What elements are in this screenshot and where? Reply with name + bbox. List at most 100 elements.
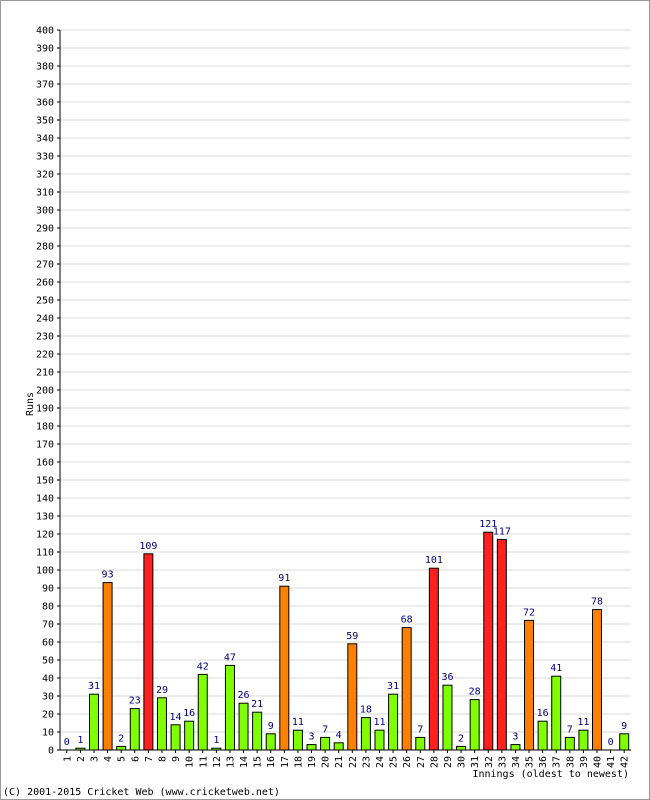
bar xyxy=(333,742,344,751)
y-tick-label: 340 xyxy=(36,134,54,145)
x-tick-label: 10 xyxy=(185,756,196,768)
bar xyxy=(143,553,154,751)
data-label: 16 xyxy=(537,708,549,719)
data-label: 101 xyxy=(425,555,443,566)
x-axis-title: Innings (oldest to newest) xyxy=(472,769,629,780)
y-tick-label: 400 xyxy=(36,26,54,37)
x-tick-label: 20 xyxy=(321,756,332,768)
y-tick-label: 270 xyxy=(36,260,54,271)
bar xyxy=(252,711,263,751)
data-label: 68 xyxy=(401,615,413,626)
bar xyxy=(156,697,167,751)
data-label: 29 xyxy=(156,685,168,696)
x-tick-label: 21 xyxy=(334,756,345,768)
y-tick-label: 110 xyxy=(36,548,54,559)
bar xyxy=(116,745,127,751)
y-tick-label: 130 xyxy=(36,512,54,523)
bar xyxy=(428,567,439,751)
y-tick-label: 280 xyxy=(36,242,54,253)
bar xyxy=(102,582,113,751)
y-tick-label: 140 xyxy=(36,494,54,505)
data-label: 3 xyxy=(512,732,518,743)
x-tick-label: 39 xyxy=(579,756,590,768)
x-tick-label: 1 xyxy=(62,756,73,762)
data-label: 9 xyxy=(268,721,274,732)
x-tick-label: 23 xyxy=(361,756,372,768)
x-tick-label: 35 xyxy=(525,756,536,768)
x-tick-label: 42 xyxy=(620,756,631,768)
bars xyxy=(75,531,630,751)
x-tick-label: 3 xyxy=(89,756,100,762)
x-tick-label: 22 xyxy=(348,756,359,768)
y-tick-label: 290 xyxy=(36,224,54,235)
bar xyxy=(320,736,331,751)
data-label: 26 xyxy=(238,690,250,701)
bar xyxy=(592,609,603,751)
data-label: 0 xyxy=(608,737,614,748)
bar xyxy=(551,675,562,751)
y-axis-title: Runs xyxy=(25,392,36,416)
x-tick-label: 24 xyxy=(375,756,386,768)
data-label: 117 xyxy=(493,526,511,537)
y-tick-label: 230 xyxy=(36,332,54,343)
y-tick-label: 20 xyxy=(42,710,54,721)
y-tick-label: 40 xyxy=(42,674,54,685)
x-tick-label: 13 xyxy=(225,756,236,768)
bar xyxy=(129,708,140,751)
data-label: 93 xyxy=(102,570,114,581)
x-tick-label: 11 xyxy=(198,756,209,768)
y-tick-label: 260 xyxy=(36,278,54,289)
bar xyxy=(619,733,630,751)
x-tick-label: 40 xyxy=(593,756,604,768)
y-tick-label: 330 xyxy=(36,152,54,163)
y-tick-label: 320 xyxy=(36,170,54,181)
y-tick-label: 300 xyxy=(36,206,54,217)
x-tick-label: 5 xyxy=(117,756,128,762)
data-label: 41 xyxy=(550,663,562,674)
y-tick-label: 350 xyxy=(36,116,54,127)
data-label: 11 xyxy=(373,717,385,728)
y-tick-label: 360 xyxy=(36,98,54,109)
y-tick-label: 90 xyxy=(42,584,54,595)
bar xyxy=(537,720,548,751)
bar xyxy=(347,643,358,751)
x-tick-label: 37 xyxy=(552,756,563,768)
y-tick-label: 120 xyxy=(36,530,54,541)
x-tick-label: 29 xyxy=(443,756,454,768)
x-axis-ticks: 1 2 3 4 5 6 7 8 9 10 11 12 13 14 15 16 17 18 19 20 21 22 23 24 2… xyxy=(62,750,631,768)
y-tick-label: 220 xyxy=(36,350,54,361)
x-tick-label: 6 xyxy=(130,756,141,762)
x-tick-label: 14 xyxy=(239,756,250,768)
bar xyxy=(415,736,426,751)
data-label: 78 xyxy=(591,597,603,608)
y-axis-ticks: 0 10 20 30 40 50 60 70 80 90 100 110 120 130 140 150 160… xyxy=(36,26,60,757)
data-label: 72 xyxy=(523,607,535,618)
y-tick-label: 190 xyxy=(36,404,54,415)
x-tick-label: 7 xyxy=(144,756,155,762)
bar xyxy=(88,693,99,751)
data-label: 91 xyxy=(278,573,290,584)
y-tick-label: 10 xyxy=(42,728,54,739)
y-tick-label: 390 xyxy=(36,44,54,55)
data-label: 18 xyxy=(360,705,372,716)
bar xyxy=(510,744,521,751)
bar xyxy=(483,531,494,751)
x-tick-label: 26 xyxy=(402,756,413,768)
bar xyxy=(279,585,290,751)
x-tick-label: 19 xyxy=(307,756,318,768)
data-label: 1 xyxy=(213,735,219,746)
y-tick-label: 50 xyxy=(42,656,54,667)
x-tick-label: 16 xyxy=(266,756,277,768)
bar xyxy=(524,619,535,751)
data-label: 121 xyxy=(479,519,497,530)
bar xyxy=(224,664,235,751)
y-tick-label: 380 xyxy=(36,62,54,73)
x-tick-label: 15 xyxy=(253,756,264,768)
x-tick-label: 31 xyxy=(470,756,481,768)
bar xyxy=(388,693,399,751)
bar xyxy=(578,729,589,751)
data-label: 36 xyxy=(441,672,453,683)
data-label: 11 xyxy=(292,717,304,728)
bar xyxy=(401,627,412,751)
